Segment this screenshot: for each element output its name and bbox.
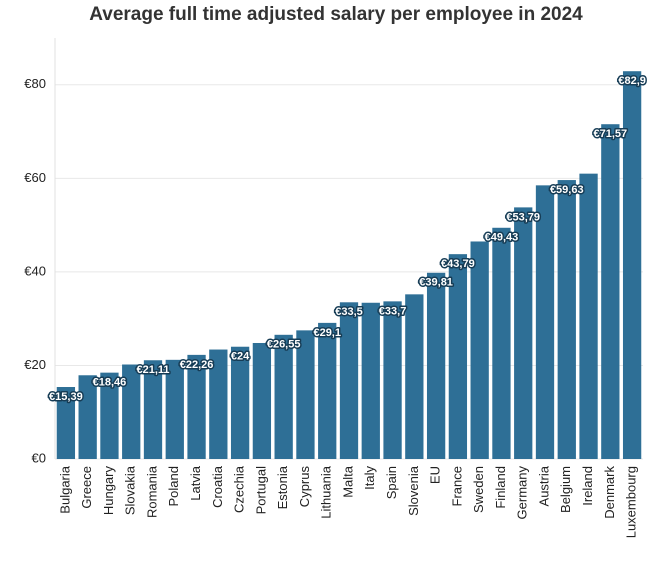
bar: [622, 71, 642, 459]
bar: [274, 334, 293, 459]
x-tick-label: Romania: [144, 465, 159, 518]
x-tick-label: Finland: [493, 466, 508, 509]
bar: [535, 185, 555, 459]
bar: [448, 254, 468, 459]
x-tick-label: Sweden: [471, 466, 486, 513]
y-tick-label: €20: [24, 357, 46, 372]
x-tick-label: Bulgaria: [57, 465, 72, 513]
x-tick-label: Ireland: [580, 466, 595, 506]
value-label: €82,9: [618, 75, 646, 87]
value-label: €43,79: [441, 258, 475, 270]
x-tick-label: Hungary: [101, 466, 116, 516]
value-label: €22,26: [180, 359, 214, 371]
value-label: €53,79: [506, 211, 540, 223]
y-tick-label: €0: [32, 450, 46, 465]
x-tick-label: Greece: [79, 466, 94, 509]
bar: [492, 227, 511, 459]
value-label: €29,1: [313, 327, 341, 339]
value-label: €33,7: [379, 305, 407, 317]
bar: [405, 294, 424, 459]
y-tick-label: €80: [24, 76, 46, 91]
x-tick-label: Latvia: [188, 465, 203, 500]
x-tick-label: Italy: [362, 466, 377, 490]
x-tick-label: Cyprus: [297, 466, 312, 508]
value-label: €26,55: [267, 339, 301, 351]
bar: [209, 349, 228, 459]
x-tick-label: Slovenia: [406, 465, 421, 516]
bar: [252, 342, 272, 459]
bar: [187, 354, 206, 459]
x-tick-label: Belgium: [558, 466, 573, 513]
value-label: €49,43: [485, 232, 519, 244]
x-tick-label: Croatia: [210, 465, 225, 508]
x-tick-label: Denmark: [602, 466, 617, 519]
value-label: €59,63: [550, 184, 584, 196]
bar: [361, 302, 380, 459]
chart-title: Average full time adjusted salary per em…: [89, 4, 583, 25]
bar: [56, 387, 76, 459]
y-tick-label: €60: [24, 170, 46, 185]
bar: [78, 375, 97, 459]
bar: [143, 360, 163, 459]
bar: [100, 372, 119, 459]
value-label: €21,11: [136, 364, 169, 376]
value-label: €15,39: [49, 391, 83, 403]
bar: [579, 173, 598, 459]
x-tick-label: Poland: [166, 466, 181, 506]
bar: [230, 346, 250, 459]
x-tick-label: Malta: [340, 465, 355, 498]
x-tick-label: EU: [428, 466, 443, 484]
bar: [426, 272, 446, 459]
x-tick-label: Germany: [515, 466, 530, 520]
x-tick-label: Slovakia: [123, 465, 138, 515]
bar: [557, 180, 576, 459]
x-tick-label: Estonia: [275, 465, 290, 509]
bar: [601, 124, 620, 460]
bar: [383, 301, 402, 459]
y-tick-label: €40: [24, 263, 46, 278]
value-label: €39,81: [419, 277, 453, 289]
bar: [122, 364, 141, 459]
x-tick-label: Lithuania: [319, 465, 334, 519]
x-tick-label: Austria: [536, 465, 551, 506]
x-tick-label: France: [449, 466, 464, 506]
value-label: €18,46: [93, 377, 127, 389]
value-label: €24: [231, 351, 250, 363]
bar: [339, 302, 359, 459]
x-tick-label: Spain: [384, 466, 399, 499]
bar: [318, 322, 337, 459]
value-label: €33,5: [335, 306, 363, 318]
x-tick-label: Czechia: [232, 465, 247, 513]
bar: [165, 359, 184, 459]
bar: [470, 241, 489, 459]
x-tick-label: Luxembourg: [624, 466, 639, 538]
value-label: €71,57: [594, 128, 628, 140]
bar: [296, 330, 315, 459]
bar: [514, 207, 533, 459]
x-tick-label: Portugal: [253, 466, 268, 515]
